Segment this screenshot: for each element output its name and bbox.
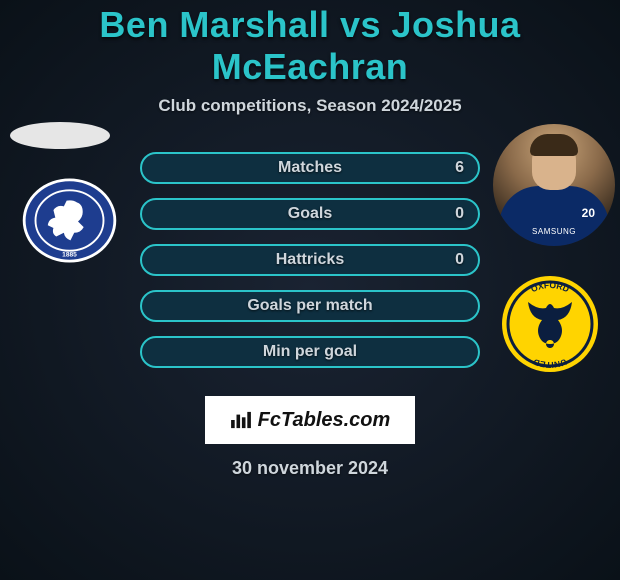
stat-value-right: 0	[455, 251, 464, 269]
stat-value-right: 6	[455, 159, 464, 177]
svg-text:1885: 1885	[62, 251, 77, 258]
stat-value-right: 0	[455, 205, 464, 223]
stat-row: Matches 6	[140, 152, 480, 184]
player-left-club-crest: 1885	[22, 178, 117, 263]
stat-row: Goals 0	[140, 198, 480, 230]
page-title: Ben Marshall vs Joshua McEachran	[0, 4, 620, 88]
player-left-avatar	[10, 122, 110, 149]
page-subtitle: Club competitions, Season 2024/2025	[0, 96, 620, 116]
stat-row: Hattricks 0	[140, 244, 480, 276]
stat-row: Goals per match	[140, 290, 480, 322]
player-right-shirt-sponsor: SAMSUNG	[532, 227, 576, 236]
player-right-shirt-number: 20	[582, 206, 595, 220]
brand-bars-icon	[230, 411, 252, 429]
player-right-club-crest: OXFORD UNITED	[500, 274, 600, 374]
player-right-avatar: 20 SAMSUNG	[493, 124, 615, 246]
stat-label: Min per goal	[263, 343, 357, 361]
brand-text: FcTables.com	[258, 409, 391, 432]
stat-label: Goals per match	[247, 297, 372, 315]
date-text: 30 november 2024	[0, 458, 620, 479]
stat-label: Matches	[278, 159, 342, 177]
stat-label: Goals	[288, 205, 332, 223]
stat-row: Min per goal	[140, 336, 480, 368]
stats-block: Matches 6 Goals 0 Hattricks 0 Goals per …	[140, 152, 480, 368]
brand-box: FcTables.com	[205, 396, 415, 444]
stat-label: Hattricks	[276, 251, 344, 269]
